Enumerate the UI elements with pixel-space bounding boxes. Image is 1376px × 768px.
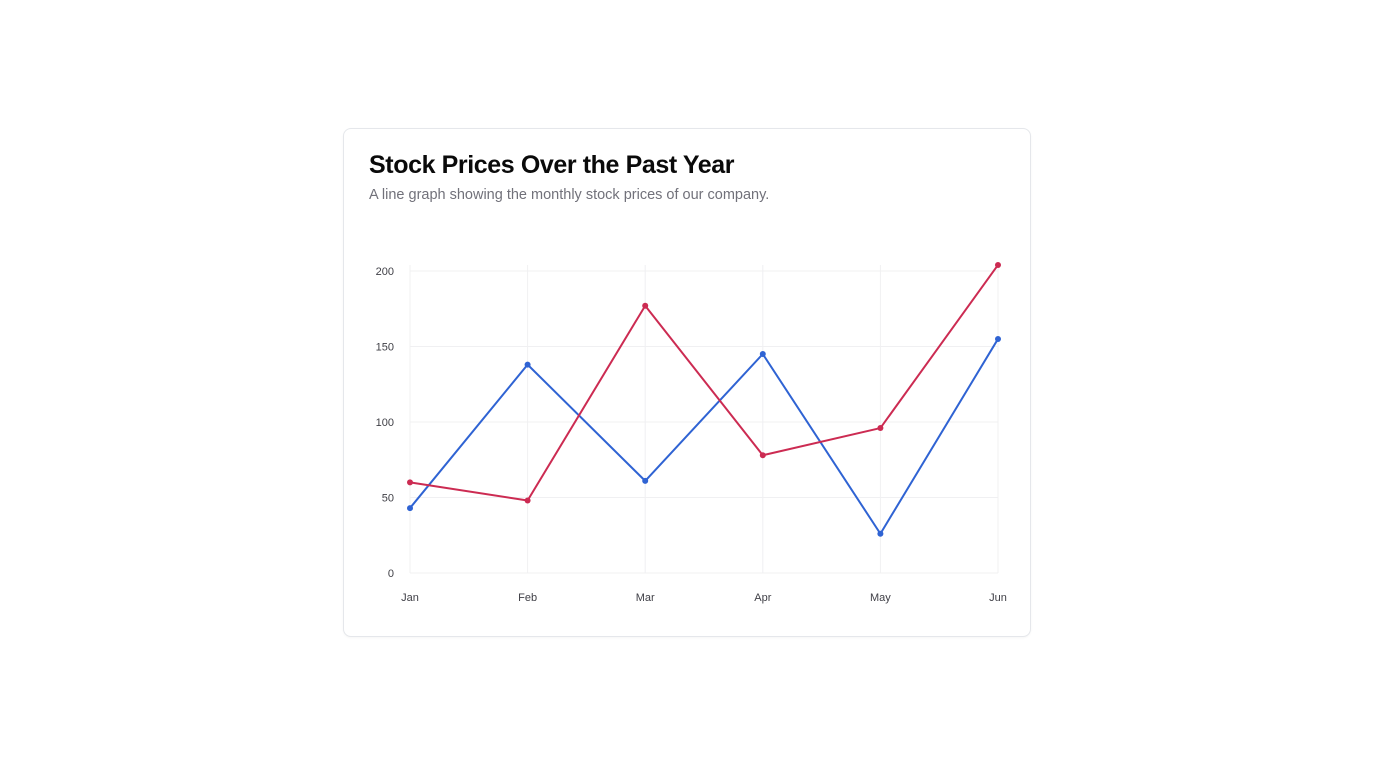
series-2-point <box>407 479 413 486</box>
series-2-point <box>995 261 1001 268</box>
series-1-point <box>759 351 766 358</box>
y-tick-label: 100 <box>376 417 394 429</box>
series-1-point <box>407 505 413 512</box>
series-1-point <box>524 361 531 368</box>
y-tick-label: 0 <box>388 568 394 580</box>
x-tick-label: May <box>870 592 891 604</box>
y-tick-label: 50 <box>382 493 394 505</box>
series-line-2 <box>409 263 999 502</box>
line-chart-svg: 0 50 100 150 200 Jan Feb Mar Apr May Jun <box>376 261 1007 604</box>
series-line-1 <box>409 337 999 535</box>
y-tick-label: 150 <box>376 342 394 354</box>
chart-card: Stock Prices Over the Past Year A line g… <box>343 128 1031 637</box>
series-1-point <box>995 335 1001 342</box>
x-tick-label: Feb <box>518 592 537 604</box>
card-subtitle: A line graph showing the monthly stock p… <box>369 187 770 203</box>
series-2-point <box>642 302 649 309</box>
card-title: Stock Prices Over the Past Year <box>369 151 735 179</box>
x-tick-label: Mar <box>636 592 655 604</box>
x-tick-label: Jan <box>401 592 419 604</box>
series-2-point <box>759 452 766 459</box>
series-2-point <box>877 425 884 432</box>
series-1-point <box>877 530 884 537</box>
y-tick-label: 200 <box>376 266 394 278</box>
line-chart: 0 50 100 150 200 Jan Feb Mar Apr May Jun <box>344 129 1032 638</box>
x-tick-label: Apr <box>754 592 771 604</box>
series-2-point <box>524 497 531 504</box>
x-tick-label: Jun <box>989 592 1007 604</box>
series-1-point <box>642 477 649 484</box>
